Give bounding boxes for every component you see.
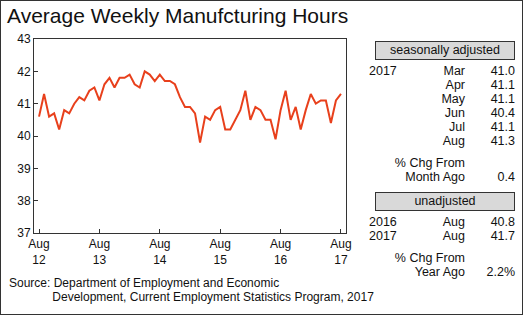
svg-text:Aug17: Aug17: [330, 237, 351, 267]
html-text:Aug: Aug: [442, 215, 465, 229]
html-text:Source: Department of Employme: Source: Department of Employment and Eco…: [9, 276, 374, 304]
html-text:41.1: 41.1: [490, 120, 515, 134]
html-text:Year Ago: Year Ago: [414, 265, 465, 279]
html-text:Jul: Jul: [449, 120, 465, 134]
html-text:Aug: Aug: [442, 134, 465, 148]
svg-text:38: 38: [17, 194, 31, 208]
html-text:40.4: 40.4: [490, 106, 515, 120]
svg-text:40: 40: [17, 129, 31, 143]
html-text:Mar: Mar: [443, 64, 465, 78]
html-text:Average Weekly Manufcturing Ho: Average Weekly Manufcturing Hours: [7, 4, 349, 27]
html-text:seasonally adjusted: seasonally adjusted: [390, 43, 500, 57]
html-text:Month Ago: Month Ago: [405, 170, 465, 184]
svg-text:39: 39: [17, 162, 31, 176]
html-text:41.1: 41.1: [490, 92, 515, 106]
html-text:% Chg From: % Chg From: [394, 156, 465, 170]
svg-text:Aug13: Aug13: [89, 237, 110, 267]
svg-text:37: 37: [17, 226, 31, 240]
svg-text:Aug14: Aug14: [149, 237, 170, 267]
html-text:40.8: 40.8: [490, 215, 515, 229]
html-text:2016: 2016: [369, 215, 397, 229]
html-text:% Chg From: % Chg From: [394, 251, 465, 265]
html-text:2017: 2017: [369, 64, 397, 78]
html-text:2017: 2017: [369, 229, 397, 243]
html-text:May: May: [441, 92, 465, 106]
html-text:2.2%: 2.2%: [486, 265, 515, 279]
html-text:0.4: 0.4: [497, 170, 515, 184]
html-text:Aug: Aug: [442, 229, 465, 243]
html-text:41.0: 41.0: [490, 64, 515, 78]
svg-text:Aug16: Aug16: [270, 237, 291, 267]
html-text:Jun: Jun: [444, 106, 465, 120]
html-text:41.7: 41.7: [490, 229, 515, 243]
svg-text:Aug15: Aug15: [210, 237, 231, 267]
svg-text:43: 43: [17, 32, 31, 46]
svg-text:41: 41: [17, 97, 31, 111]
html-text:unadjusted: unadjusted: [414, 194, 476, 208]
svg-text:42: 42: [17, 65, 31, 79]
svg-text:Aug12: Aug12: [28, 237, 49, 267]
html-text:41.1: 41.1: [490, 78, 515, 92]
html-text:Apr: Apr: [445, 78, 465, 92]
html-text:41.3: 41.3: [490, 134, 515, 148]
